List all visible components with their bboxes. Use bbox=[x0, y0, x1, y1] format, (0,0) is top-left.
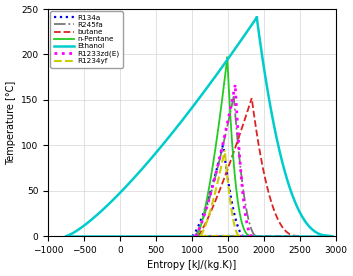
Y-axis label: Temperature [°C]: Temperature [°C] bbox=[6, 81, 16, 165]
X-axis label: Entropy [kJ/(kg.K)]: Entropy [kJ/(kg.K)] bbox=[148, 261, 237, 270]
Legend: R134a, R245fa, butane, n-Pentane, Ethanol, R1233zd(E), R1234yf: R134a, R245fa, butane, n-Pentane, Ethano… bbox=[50, 11, 123, 68]
